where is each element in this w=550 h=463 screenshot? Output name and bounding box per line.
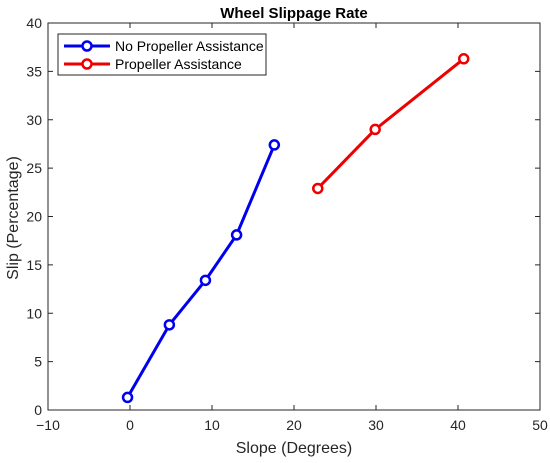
legend-marker — [81, 40, 93, 52]
x-tick-label: 10 — [204, 417, 220, 433]
x-tick-label: −10 — [36, 417, 60, 433]
chart-title: Wheel Slippage Rate — [220, 5, 368, 22]
y-tick-label: 15 — [26, 257, 42, 273]
legend: No Propeller Assistance Propeller Assista… — [57, 33, 267, 76]
y-tick-label: 10 — [26, 305, 42, 321]
y-tick-label: 40 — [26, 15, 42, 31]
plot-frame — [47, 22, 541, 411]
data-point — [369, 123, 381, 136]
y-tick-label: 5 — [34, 354, 42, 370]
y-tick-label: 0 — [34, 402, 42, 418]
x-tick-label: 30 — [368, 417, 384, 433]
legend-marker — [81, 58, 93, 70]
legend-label: No Propeller Assistance — [115, 38, 264, 54]
y-tick-label: 30 — [26, 112, 42, 128]
data-point — [312, 182, 324, 195]
x-tick-label: 40 — [450, 417, 466, 433]
legend-label: Propeller Assistance — [115, 56, 242, 72]
x-axis-ticks: −10 0 10 20 30 40 50 — [36, 23, 548, 433]
y-axis-ticks: 0 5 10 15 20 25 30 35 40 — [26, 15, 540, 418]
series-propeller — [312, 53, 470, 195]
data-point — [268, 139, 281, 151]
plot-area — [47, 22, 541, 411]
y-tick-label: 25 — [26, 160, 42, 176]
y-tick-label: 35 — [26, 63, 42, 79]
series-no-propeller — [121, 139, 281, 404]
data-point — [199, 274, 212, 287]
x-tick-label: 0 — [126, 417, 134, 433]
x-tick-label: 50 — [532, 417, 548, 433]
y-axis-label: Slip (Percentage) — [5, 156, 22, 280]
y-tick-label: 20 — [26, 209, 42, 225]
legend-item: No Propeller Assistance — [64, 38, 264, 54]
x-axis-label: Slope (Degrees) — [236, 440, 353, 457]
x-tick-label: 20 — [286, 417, 302, 433]
legend-item: Propeller Assistance — [64, 56, 242, 72]
series-layer — [121, 53, 470, 404]
data-point — [230, 229, 243, 241]
data-point — [163, 319, 176, 331]
data-point — [121, 391, 134, 404]
legend-box — [57, 33, 267, 76]
data-point — [457, 53, 470, 65]
